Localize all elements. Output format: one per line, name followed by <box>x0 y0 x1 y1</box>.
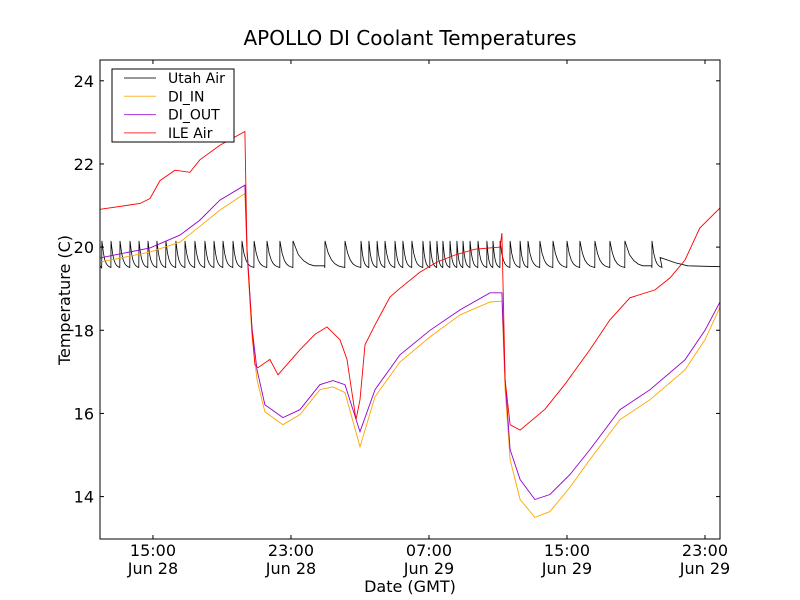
y-tick-label: 22 <box>74 155 94 174</box>
x-axis-label: Date (GMT) <box>364 577 456 596</box>
x-tick-label-time: 15:00 <box>544 541 590 560</box>
chart-title: APOLLO DI Coolant Temperatures <box>243 26 576 50</box>
legend-label: ILE Air <box>168 126 213 142</box>
series-line-ile-air <box>100 130 720 431</box>
y-tick-label: 18 <box>74 321 94 340</box>
series-line-di-in <box>100 192 720 518</box>
y-axis-label: Temperature (C) <box>55 235 74 366</box>
x-tick-label-time: 15:00 <box>130 541 176 560</box>
legend-label: DI_IN <box>168 89 205 105</box>
y-tick-label: 16 <box>74 404 94 423</box>
legend-box <box>111 68 235 143</box>
series-lines <box>100 130 720 518</box>
series-line-utah-air <box>100 240 720 270</box>
x-tick-label-date: Jun 29 <box>403 559 454 578</box>
legend-label: Utah Air <box>168 71 225 87</box>
plot-frame <box>99 59 721 540</box>
x-tick-label-time: 23:00 <box>268 541 314 560</box>
y-tick-label: 24 <box>74 72 94 91</box>
legend: Utah Air DI_IN DI_OUT ILE Air <box>111 68 235 143</box>
x-tick-label-date: Jun 29 <box>679 559 730 578</box>
y-tick-label: 20 <box>74 238 94 257</box>
x-tick-label-date: Jun 28 <box>265 559 316 578</box>
x-tick-label-time: 07:00 <box>406 541 452 560</box>
x-tick-label-date: Jun 29 <box>541 559 592 578</box>
x-tick-label-time: 23:00 <box>682 541 728 560</box>
y-tick-label: 14 <box>74 488 94 507</box>
x-tick-label-date: Jun 28 <box>127 559 178 578</box>
legend-label: DI_OUT <box>168 108 220 124</box>
